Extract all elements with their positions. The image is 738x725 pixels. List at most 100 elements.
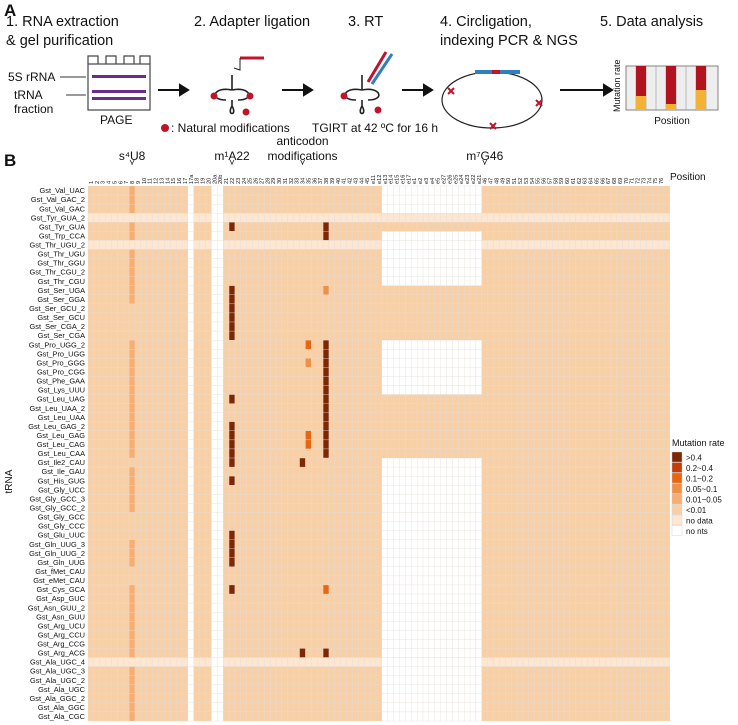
heat-cell: [476, 630, 482, 639]
heat-cell: [558, 576, 564, 585]
heat-cell: [523, 295, 529, 304]
heat-cell: [394, 349, 400, 358]
heat-cell: [523, 567, 529, 576]
heat-cell: [112, 395, 118, 404]
heat-cell: [311, 549, 317, 558]
heat-cell: [499, 277, 505, 286]
heat-cell: [458, 476, 464, 485]
heat-cell: [441, 322, 447, 331]
heat-cell: [352, 340, 358, 349]
heat-cell: [352, 376, 358, 385]
heat-cell: [529, 485, 535, 494]
heat-cell: [552, 331, 558, 340]
heat-cell: [211, 249, 217, 258]
heat-cell: [447, 603, 453, 612]
heat-cell: [117, 259, 123, 268]
heat-cell: [276, 376, 282, 385]
heat-cell: [605, 286, 611, 295]
heat-cell: [294, 431, 300, 440]
heat-cell: [523, 231, 529, 240]
heat-cell: [499, 549, 505, 558]
heat-cell: [300, 259, 306, 268]
heat-cell: [123, 422, 129, 431]
heat-cell: [388, 213, 394, 222]
heat-cell: [605, 349, 611, 358]
heat-cell: [117, 540, 123, 549]
heat-cell: [458, 549, 464, 558]
heat-cell: [611, 240, 617, 249]
heat-cell: [247, 576, 253, 585]
heat-cell: [535, 449, 541, 458]
heat-cell: [599, 304, 605, 313]
heat-cell: [535, 512, 541, 521]
heat-cell: [347, 367, 353, 376]
heat-cell: [388, 485, 394, 494]
heat-cell: [488, 440, 494, 449]
heat-cell: [529, 549, 535, 558]
heat-cell: [482, 331, 488, 340]
heat-cell: [247, 630, 253, 639]
heat-cell: [347, 621, 353, 630]
heat-cell: [129, 512, 135, 521]
heat-cell: [564, 422, 570, 431]
heat-cell: [200, 367, 206, 376]
heat-cell: [588, 195, 594, 204]
heat-cell: [305, 612, 311, 621]
heat-cell: [576, 340, 582, 349]
heat-cell: [635, 576, 641, 585]
heat-cell: [300, 594, 306, 603]
heat-cell: [106, 304, 112, 313]
heat-cell: [599, 331, 605, 340]
heat-cell: [558, 440, 564, 449]
heat-cell: [247, 331, 253, 340]
heat-cell: [100, 630, 106, 639]
heat-cell: [258, 186, 264, 195]
heat-cell: [217, 385, 223, 394]
heat-cell: [294, 585, 300, 594]
heat-cell: [247, 585, 253, 594]
heat-cell: [176, 476, 182, 485]
heat-cell: [640, 186, 646, 195]
heat-cell: [494, 431, 500, 440]
heat-cell: [194, 304, 200, 313]
row-label: Gst_Ser_GCU_2: [29, 304, 85, 313]
heat-cell: [194, 422, 200, 431]
heat-cell: [117, 467, 123, 476]
heat-cell: [546, 440, 552, 449]
heat-cell: [235, 476, 241, 485]
heat-cell: [235, 367, 241, 376]
heat-cell: [282, 485, 288, 494]
heat-cell: [447, 585, 453, 594]
heat-cell: [370, 612, 376, 621]
heat-cell: [570, 585, 576, 594]
heat-cell: [129, 249, 135, 258]
heat-cell: [88, 376, 94, 385]
heat-cell: [229, 322, 235, 331]
heat-cell: [147, 249, 153, 258]
heat-cell: [206, 449, 212, 458]
heat-cell: [546, 512, 552, 521]
heat-cell: [100, 186, 106, 195]
heat-cell: [417, 467, 423, 476]
heat-cell: [117, 268, 123, 277]
heat-cell: [664, 413, 670, 422]
row-label: Gst_Ser_CGA_2: [30, 322, 85, 331]
heat-cell: [94, 277, 100, 286]
row-label: Gst_Ser_GGA: [37, 295, 85, 304]
heat-cell: [452, 603, 458, 612]
heat-cell: [358, 322, 364, 331]
heat-cell: [164, 413, 170, 422]
heat-cell: [429, 567, 435, 576]
heat-cell: [129, 340, 135, 349]
heat-cell: [564, 567, 570, 576]
heat-cell: [635, 204, 641, 213]
heat-cell: [464, 558, 470, 567]
heat-cell: [546, 612, 552, 621]
heat-cell: [570, 567, 576, 576]
heat-cell: [176, 395, 182, 404]
heat-cell: [282, 186, 288, 195]
heat-cell: [211, 549, 217, 558]
heat-cell: [529, 268, 535, 277]
heat-cell: [570, 621, 576, 630]
heat-cell: [488, 222, 494, 231]
